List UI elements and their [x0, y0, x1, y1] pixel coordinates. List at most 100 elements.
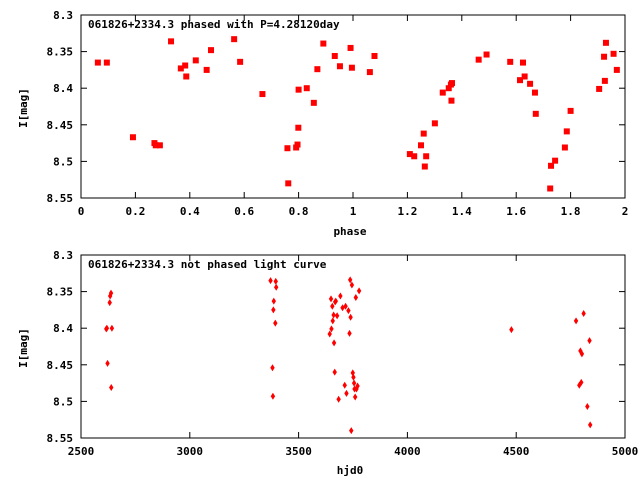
data-point [573, 317, 579, 325]
data-point [351, 379, 357, 387]
data-point [411, 153, 418, 160]
data-point [349, 427, 354, 435]
y-tick-label: 8.5 [53, 395, 73, 408]
data-points-top [94, 36, 620, 192]
data-point [327, 330, 332, 338]
data-point [577, 381, 582, 389]
data-point [483, 51, 490, 58]
y-tick-label: 8.5 [53, 155, 73, 168]
data-point [177, 65, 184, 72]
data-point [418, 142, 424, 149]
data-point [129, 134, 136, 141]
data-point [192, 57, 199, 64]
data-point [601, 53, 608, 60]
data-point [342, 381, 347, 389]
data-point [548, 162, 555, 169]
data-point [271, 306, 276, 314]
data-point [587, 421, 593, 429]
y-tick-labels-top: 8.3 8.35 8.4 8.45 8.5 8.55 [47, 9, 74, 205]
data-point [295, 86, 302, 93]
y-tick-label: 8.45 [47, 359, 74, 372]
data-point [330, 302, 335, 310]
data-point [366, 69, 373, 76]
data-point [273, 277, 278, 285]
data-point [107, 299, 112, 307]
data-points-bottom [104, 276, 593, 435]
data-point [329, 325, 334, 333]
data-point [268, 277, 273, 285]
data-point [356, 287, 362, 295]
data-point [203, 66, 210, 73]
data-point [285, 180, 292, 187]
data-point [330, 317, 335, 325]
data-point [602, 39, 609, 46]
data-point [517, 77, 524, 84]
x-axis-label-top: phase [333, 225, 366, 238]
data-point [104, 324, 110, 332]
data-point [182, 62, 189, 69]
data-point [320, 40, 327, 47]
data-point [237, 58, 244, 65]
y-tick-label: 8.4 [53, 82, 73, 95]
x-tick-label: 3000 [177, 445, 204, 458]
y-tick-label: 8.45 [47, 119, 74, 132]
data-point [349, 281, 355, 289]
data-point [103, 59, 110, 66]
data-point [336, 395, 341, 403]
data-point [579, 350, 585, 358]
y-tick-label: 8.3 [53, 9, 73, 22]
data-point [183, 73, 190, 80]
x-tick-label: 1.6 [506, 205, 526, 218]
data-point [343, 302, 348, 310]
data-point [231, 36, 238, 43]
x-tick-labels-bottom: 2500 3000 3500 4000 4500 5000 [68, 445, 639, 458]
data-point [527, 80, 534, 87]
data-point [431, 120, 438, 127]
data-point [295, 124, 302, 131]
data-point [448, 97, 455, 104]
data-point [449, 80, 456, 87]
data-point [294, 141, 301, 148]
data-point [105, 359, 110, 367]
data-point [353, 293, 359, 301]
data-point [610, 50, 617, 57]
data-point [333, 297, 339, 305]
data-point [475, 56, 482, 63]
x-tick-label: 1.2 [397, 205, 417, 218]
data-point [347, 329, 352, 337]
data-point [348, 64, 355, 71]
data-point [156, 142, 163, 149]
y-axis-label-top: I[mag] [17, 88, 30, 128]
data-point [109, 324, 115, 332]
data-point [336, 63, 343, 70]
unphased-light-curve-panel: 8.3 8.35 8.4 8.45 8.5 8.55 2500 3000 3500 4000 45… [17, 249, 638, 477]
data-point [208, 47, 215, 54]
x-tick-label: 5000 [612, 445, 639, 458]
data-point [423, 153, 430, 160]
data-point [284, 145, 291, 152]
data-point [331, 339, 337, 347]
data-point [338, 292, 343, 300]
y-tick-labels-bottom: 8.3 8.35 8.4 8.45 8.5 8.55 [47, 249, 74, 445]
data-point [445, 85, 452, 92]
data-point [613, 66, 620, 73]
data-point [509, 326, 514, 334]
data-point [521, 73, 528, 80]
data-point [168, 38, 175, 45]
data-point [271, 297, 276, 305]
data-point [259, 91, 266, 98]
data-point [439, 89, 446, 96]
ticks-top [80, 14, 626, 199]
x-tick-label: 4500 [503, 445, 530, 458]
y-tick-label: 8.3 [53, 249, 73, 262]
x-tick-label: 1.4 [452, 205, 472, 218]
x-tick-label: 1 [350, 205, 357, 218]
data-point [552, 157, 559, 164]
data-point [331, 52, 338, 59]
data-point [270, 392, 276, 400]
data-point [420, 130, 427, 137]
data-point [351, 373, 356, 381]
data-point [344, 389, 349, 397]
x-axis-label-bottom: hjd0 [337, 464, 364, 477]
